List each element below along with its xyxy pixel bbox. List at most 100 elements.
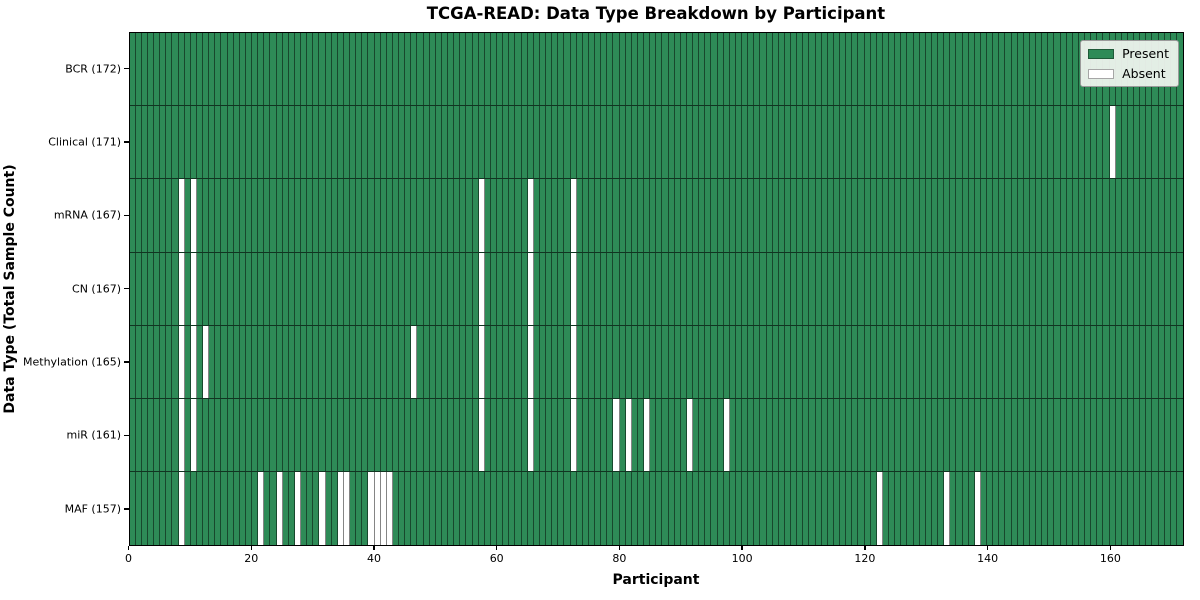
heatmap-cell [166,399,173,472]
heatmap-cell [313,399,320,472]
heatmap-cell [490,472,497,545]
heatmap-cell [233,179,240,252]
heatmap-cell [374,33,381,106]
heatmap-cell [944,179,951,252]
heatmap-cell [270,399,277,472]
heatmap-cell [1109,472,1116,545]
heatmap-cell [564,252,571,325]
heatmap-cell [245,399,252,472]
heatmap-cell [729,472,736,545]
heatmap-cell [693,252,700,325]
heatmap-cell [693,399,700,472]
heatmap-cell [1091,472,1098,545]
heatmap-cell [478,106,485,179]
heatmap-cell [889,252,896,325]
heatmap-cell [258,325,265,399]
heatmap-cell [576,252,583,325]
heatmap-cell [166,33,173,106]
heatmap-cell [399,106,406,179]
heatmap-cell [515,252,522,325]
heatmap-cell [1109,179,1116,252]
heatmap-cell [435,106,442,179]
heatmap-cell [325,472,332,545]
heatmap-cell [166,106,173,179]
heatmap-cell [931,33,938,106]
y-tick-label: mRNA (167) [53,208,121,222]
heatmap-cell [607,325,614,399]
heatmap-cell [699,325,706,399]
y-tick-label: BCR (172) [65,62,121,76]
heatmap-cell [582,252,589,325]
heatmap-cell [337,399,344,472]
heatmap-cell [637,179,644,252]
heatmap-cell [870,106,877,179]
heatmap-cell [190,33,197,106]
heatmap-cell [484,33,491,106]
heatmap-cell [552,106,559,179]
heatmap-cell [484,252,491,325]
heatmap-cell [962,252,969,325]
heatmap-cell [895,106,902,179]
heatmap-cell [1170,252,1177,325]
heatmap-cell [1029,106,1036,179]
heatmap-cell [374,252,381,325]
heatmap-cell [497,179,504,252]
heatmap-cell [307,33,314,106]
heatmap-cell [919,399,926,472]
heatmap-cell [288,252,295,325]
heatmap-cell [699,252,706,325]
heatmap-cell [337,252,344,325]
heatmap-cell [546,179,553,252]
heatmap-cell [350,179,357,252]
heatmap-cell [950,33,957,106]
heatmap-cell [196,399,203,472]
heatmap-cell [613,472,620,545]
heatmap-cell [766,399,773,472]
heatmap-cell [264,399,271,472]
heatmap-cell [178,179,185,252]
heatmap-cell [895,472,902,545]
heatmap-cell [925,472,932,545]
heatmap-cell [252,33,259,106]
heatmap-cell [999,399,1006,472]
heatmap-cell [1023,325,1030,399]
heatmap-cell [448,325,455,399]
heatmap-cell [429,106,436,179]
heatmap-cell [282,33,289,106]
heatmap-cell [809,33,816,106]
heatmap-cell [460,252,467,325]
heatmap-cell [209,472,216,545]
legend-swatch-icon [1088,48,1115,59]
heatmap-cell [1011,179,1018,252]
heatmap-cell [141,106,148,179]
heatmap-cell [515,33,522,106]
heatmap-cell [270,33,277,106]
heatmap-cell [803,106,810,179]
heatmap-cell [129,399,136,472]
heatmap-cell [637,399,644,472]
heatmap-cell [307,106,314,179]
heatmap-cell [1091,106,1098,179]
heatmap-cell [527,252,534,325]
heatmap-cell [245,106,252,179]
heatmap-cell [644,179,651,252]
heatmap-cell [619,325,626,399]
heatmap-cell [343,106,350,179]
heatmap-cell [1158,252,1165,325]
heatmap-cell [815,472,822,545]
heatmap-cell [1072,252,1079,325]
heatmap-cell [423,252,430,325]
heatmap-cell [1170,106,1177,179]
heatmap-cell [239,106,246,179]
heatmap-cell [1091,325,1098,399]
heatmap-cell [129,252,136,325]
heatmap-cell [858,33,865,106]
heatmap-cell [1066,33,1073,106]
heatmap-cell [411,399,418,472]
heatmap-cell [631,399,638,472]
heatmap-cell [980,252,987,325]
heatmap-cell [460,106,467,179]
heatmap-cell [772,106,779,179]
heatmap-cell [386,252,393,325]
heatmap-cell [178,399,185,472]
